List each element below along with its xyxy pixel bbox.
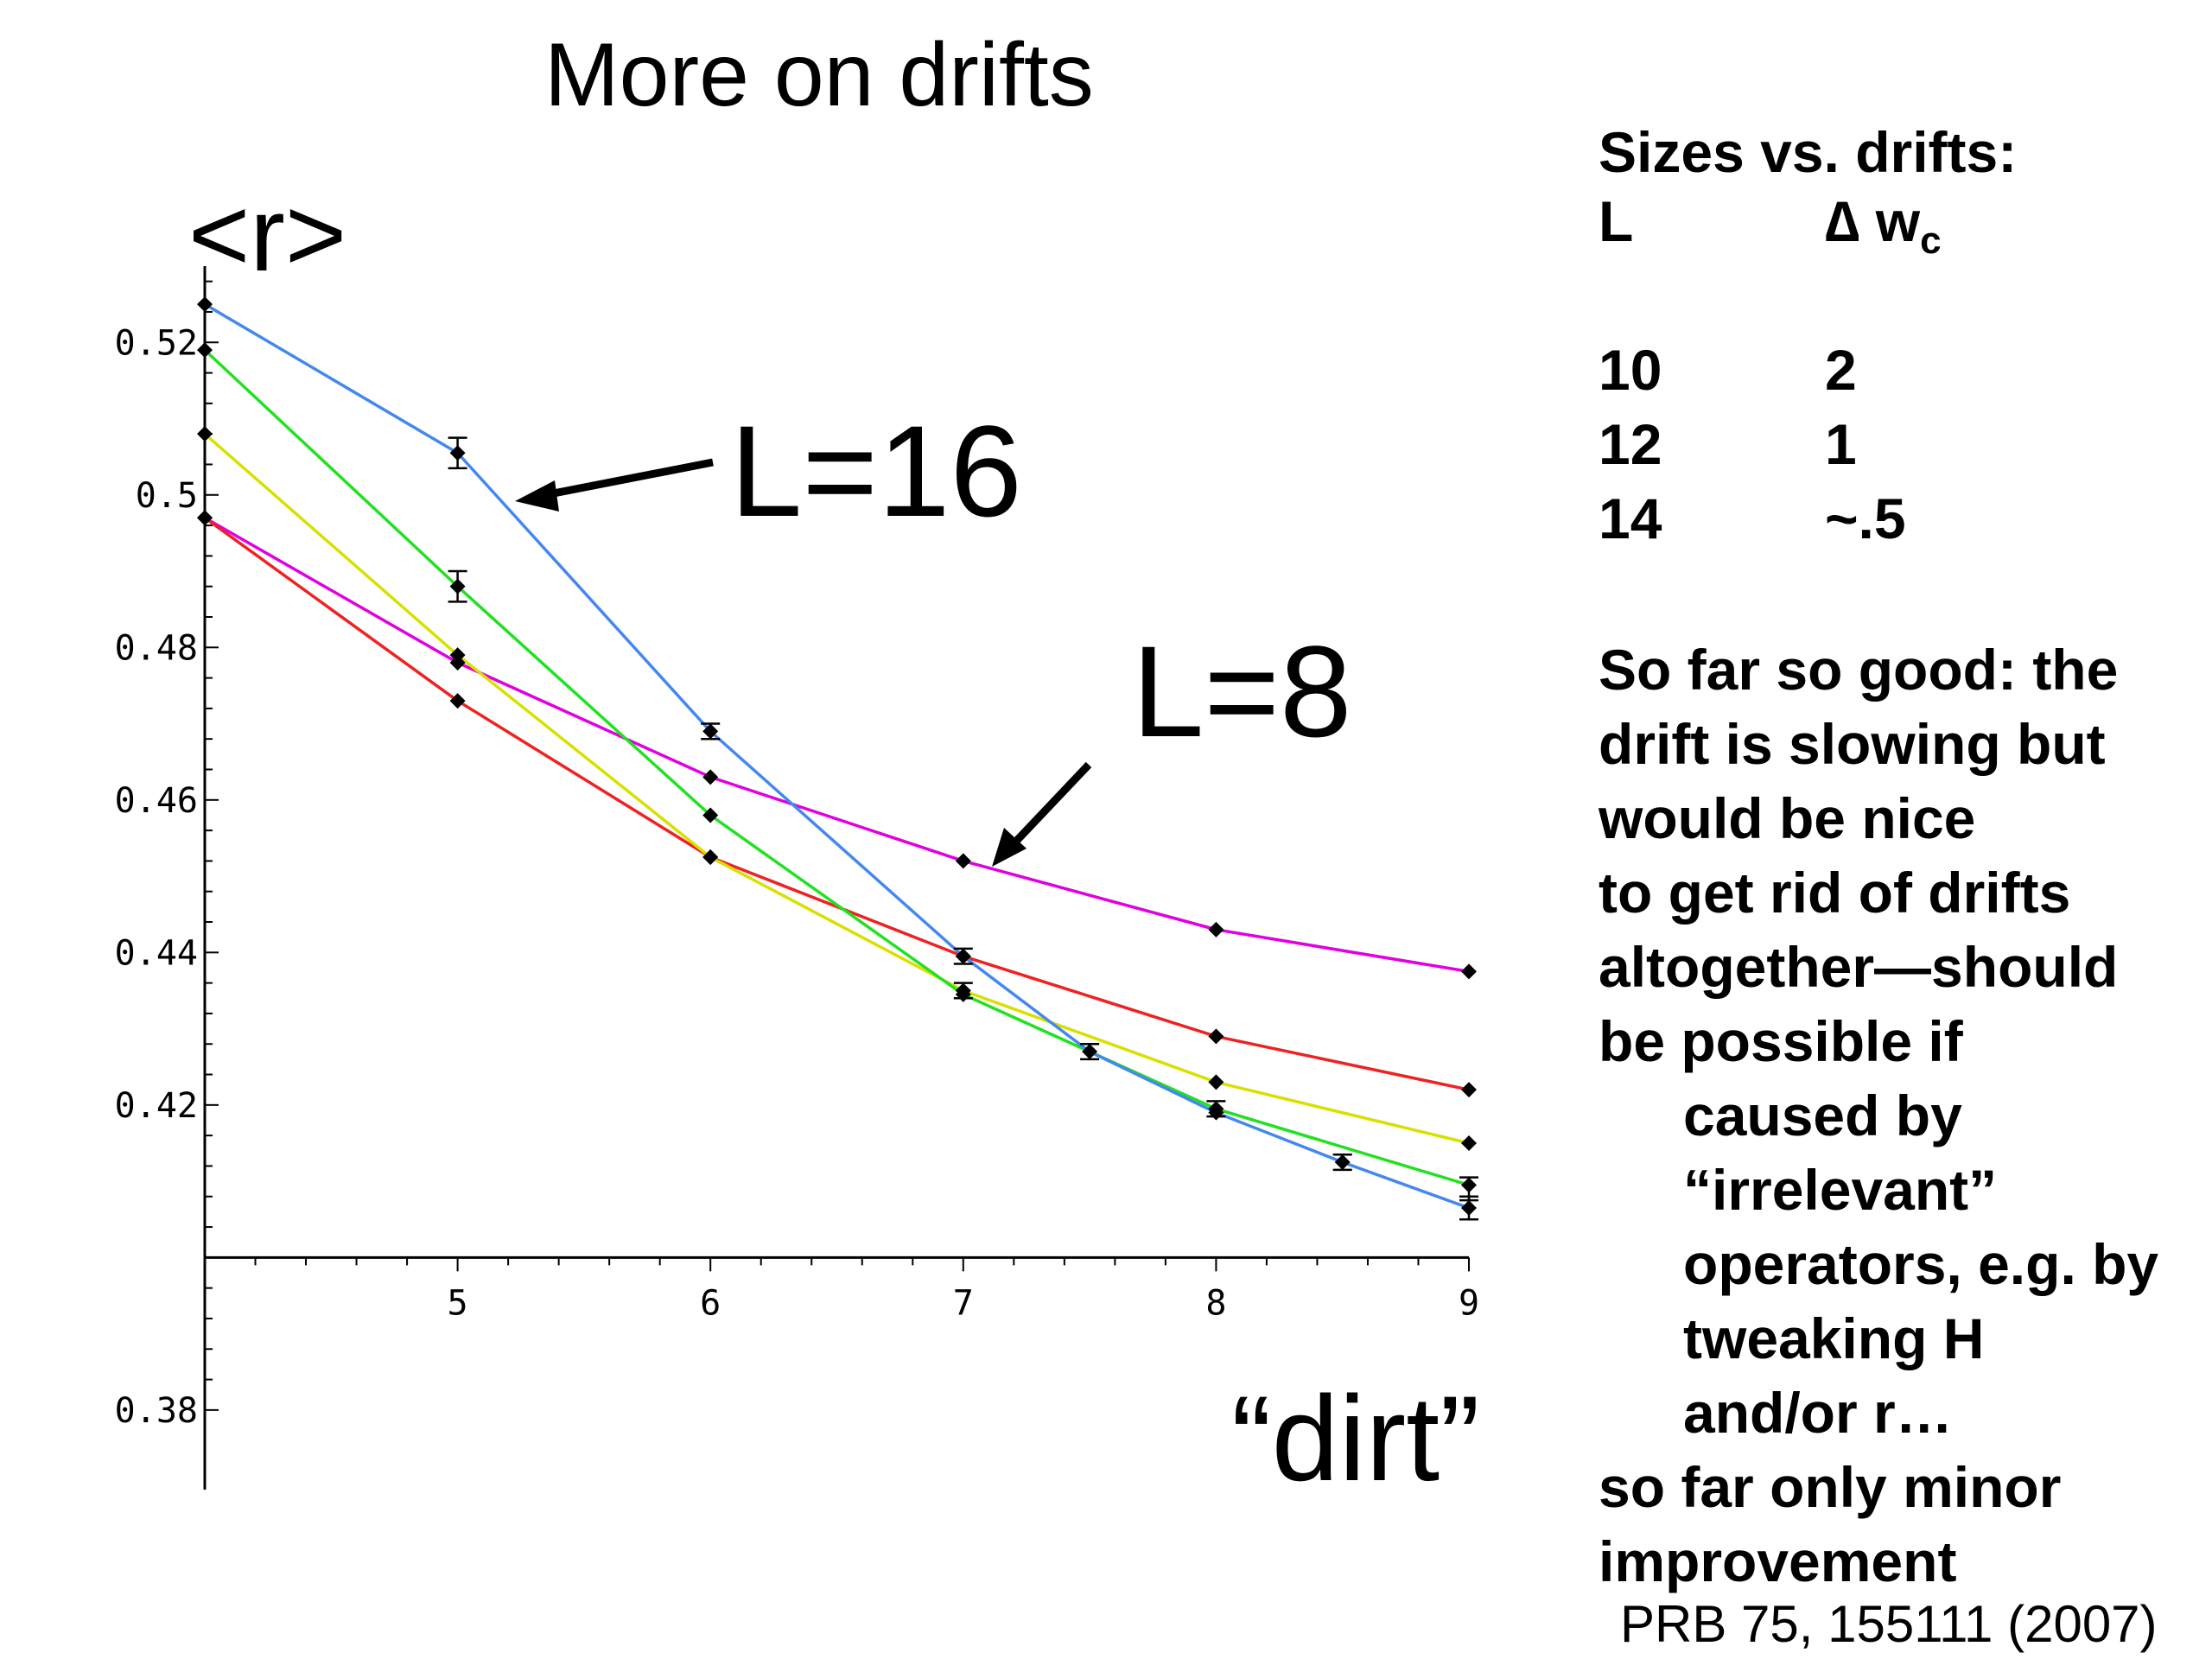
- x-tick-label: 5: [448, 1283, 468, 1323]
- y-tick-label: 0.48: [115, 628, 198, 668]
- y-axis-title: <r>: [188, 175, 347, 293]
- x-tick-label: 7: [953, 1283, 974, 1323]
- data-point: [702, 849, 719, 865]
- series-line: [204, 302, 1470, 1210]
- data-point: [449, 647, 466, 664]
- data-point: [1208, 1028, 1224, 1045]
- notes-line: operators, e.g. by: [1683, 1232, 2159, 1296]
- notes-line: So far so good: the: [1599, 638, 2119, 702]
- y-tick-label: 0.46: [115, 781, 198, 821]
- col-w-subscript: c: [1920, 219, 1942, 263]
- data-point: [449, 693, 466, 709]
- size-dw: 2: [1825, 338, 1857, 402]
- y-tick-label: 0.44: [115, 933, 198, 973]
- notes-line: tweaking H: [1683, 1306, 1985, 1370]
- sizes-row: 12 1: [1599, 411, 1857, 477]
- data-point: [1461, 963, 1477, 980]
- slide-title: More on drifts: [544, 25, 1094, 125]
- notes-line: caused by: [1683, 1084, 1962, 1147]
- data-point: [197, 342, 213, 359]
- series-line: [203, 432, 1470, 1145]
- arrow-l8-head: [992, 828, 1027, 867]
- arrow-l8-shaft: [1006, 761, 1092, 852]
- notes-line: and/or r…: [1683, 1381, 1953, 1445]
- annotation-l8: L=8: [1132, 619, 1352, 764]
- size-dw: ~.5: [1825, 486, 1906, 550]
- notes-line: altogether—should: [1599, 935, 2119, 999]
- col-w-header: w: [1875, 189, 1921, 253]
- data-point: [702, 769, 719, 785]
- data-point: [702, 807, 719, 823]
- data-point: [1208, 921, 1224, 938]
- sizes-row: 10 2: [1599, 337, 1857, 403]
- chart-axes: 5 6 7 8 9 0.38 0.42 0.44 0.46 0.48 0.5 0.52: [115, 266, 1479, 1490]
- size-dw: 1: [1825, 412, 1857, 476]
- series-line: [204, 516, 1470, 974]
- notes-line: to get rid of drifts: [1599, 861, 2071, 925]
- x-axis-title: “dirt”: [1231, 1370, 1480, 1506]
- annotation-arrows: [515, 458, 1092, 867]
- x-tick-label: 6: [700, 1283, 721, 1323]
- y-tick-label: 0.52: [115, 323, 198, 363]
- size-l: 14: [1599, 486, 1662, 550]
- chart-series: [203, 302, 1470, 1210]
- x-tick-label: 9: [1459, 1283, 1479, 1323]
- size-l: 12: [1599, 412, 1662, 476]
- notes-line: so far only minor: [1599, 1455, 2062, 1519]
- notes-line: improvement: [1599, 1529, 1957, 1593]
- y-tick-label: 0.5: [136, 476, 198, 516]
- data-point: [1208, 1074, 1224, 1090]
- data-point: [955, 853, 971, 869]
- arrow-l16-head: [515, 480, 559, 512]
- data-point: [1461, 1082, 1477, 1098]
- size-l: 10: [1599, 338, 1662, 402]
- notes-line: “irrelevant”: [1683, 1158, 1998, 1222]
- y-tick-label: 0.38: [115, 1391, 198, 1431]
- sizes-heading: Sizes vs. drifts:: [1599, 120, 2018, 184]
- y-tick-label: 0.42: [115, 1086, 198, 1126]
- sizes-header-row: L ∆ wc: [1599, 188, 1942, 263]
- notes-line: be possible if: [1599, 1009, 1963, 1073]
- notes-line: drift is slowing but: [1599, 712, 2106, 776]
- annotation-l16: L=16: [730, 398, 1022, 543]
- data-point: [197, 510, 213, 526]
- series-line: [203, 348, 1470, 1187]
- delta-symbol: ∆: [1825, 189, 1860, 253]
- sizes-row: 14 ~.5: [1599, 486, 1906, 551]
- x-tick-label: 8: [1205, 1283, 1226, 1323]
- data-point: [197, 296, 213, 313]
- arrow-l16-shaft: [535, 458, 714, 501]
- chart-marks: [197, 296, 1478, 1221]
- notes-line: would be nice: [1599, 786, 1976, 850]
- col-l-header: L: [1599, 189, 1634, 253]
- data-point: [1461, 1135, 1477, 1151]
- citation: PRB 75, 155111 (2007): [1620, 1595, 2158, 1653]
- data-point: [197, 426, 213, 442]
- series-line: [203, 516, 1470, 1091]
